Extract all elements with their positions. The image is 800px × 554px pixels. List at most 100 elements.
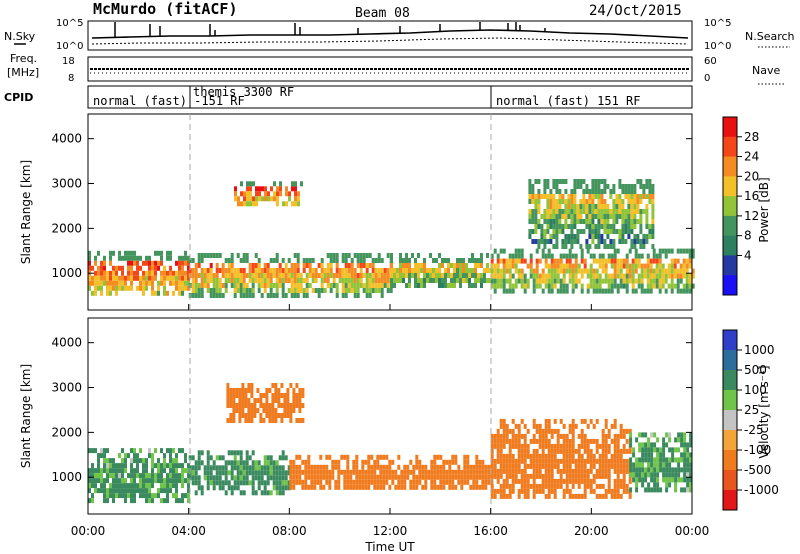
velocity-cell	[406, 474, 410, 480]
velocity-cell	[457, 479, 461, 485]
power-cell	[667, 273, 671, 279]
power-colorbar-swatch	[723, 136, 737, 158]
power-cell	[371, 283, 375, 288]
velocity-cell	[322, 484, 326, 490]
power-cell	[94, 255, 97, 261]
velocity-cell	[175, 483, 178, 489]
velocity-cell	[448, 474, 452, 480]
power-cell	[607, 258, 611, 264]
velocity-cell	[221, 455, 225, 461]
velocity-cell	[224, 470, 228, 476]
power-cell	[462, 268, 465, 273]
velocity-cell	[403, 479, 407, 485]
power-cell	[649, 288, 653, 294]
velocity-cell	[239, 465, 243, 471]
power-cell	[296, 263, 300, 268]
velocity-cell	[200, 485, 204, 491]
power-cell	[517, 248, 521, 254]
velocity-cell	[442, 479, 446, 485]
velocity-cell	[266, 455, 270, 461]
power-cell	[534, 214, 538, 219]
velocity-cell	[547, 473, 551, 479]
velocity-cell	[607, 463, 611, 469]
power-cell	[601, 263, 605, 269]
power-cell	[252, 181, 255, 187]
power-cell	[314, 268, 318, 273]
power-cell	[639, 229, 643, 234]
velocity-cell	[647, 472, 651, 478]
velocity-cell	[172, 463, 175, 469]
power-cell	[237, 201, 240, 207]
velocity-cell	[106, 478, 109, 484]
power-cell	[474, 258, 477, 263]
power-cell	[621, 239, 625, 244]
velocity-cell	[313, 474, 317, 480]
velocity-cell	[601, 433, 605, 439]
velocity-cell	[278, 470, 282, 476]
power-cell	[610, 283, 614, 289]
power-cell	[172, 270, 175, 276]
power-cell	[240, 181, 243, 187]
velocity-cell	[280, 393, 284, 398]
power-cell	[646, 253, 650, 259]
power-cell	[541, 248, 545, 254]
power-cell	[652, 273, 656, 279]
velocity-cell	[145, 488, 148, 494]
velocity-cell	[139, 473, 142, 479]
velocity-cell	[529, 473, 533, 479]
power-cell	[559, 263, 563, 269]
velocity-cell	[175, 463, 178, 469]
velocity-cell	[235, 388, 239, 393]
velocity-cell	[209, 465, 213, 471]
power-cell	[600, 204, 604, 209]
power-cell	[299, 273, 303, 278]
power-cell	[508, 283, 512, 289]
velocity-cell	[550, 483, 554, 489]
velocity-cell	[496, 428, 500, 434]
power-y-tick-label: 4000	[51, 132, 82, 146]
power-cell	[538, 273, 542, 279]
velocity-cell	[541, 463, 545, 469]
power-cell	[568, 263, 572, 269]
power-cell	[151, 270, 154, 276]
velocity-cell	[650, 442, 654, 448]
velocity-cell	[613, 458, 617, 464]
velocity-cell	[496, 488, 500, 494]
power-cell	[598, 273, 602, 279]
velocity-cell	[586, 423, 590, 429]
velocity-cell	[157, 488, 160, 494]
power-cell	[206, 288, 210, 293]
cpid-segment-2: themis 3300 RF	[193, 85, 294, 99]
velocity-cell	[169, 483, 172, 489]
velocity-cell	[142, 463, 145, 469]
velocity-cell	[601, 468, 605, 474]
velocity-cell	[259, 403, 263, 408]
power-cell	[691, 273, 695, 279]
power-cell	[595, 288, 599, 294]
power-cell	[600, 194, 604, 199]
power-cell	[621, 234, 625, 239]
velocity-cell	[653, 487, 657, 493]
velocity-cell	[100, 478, 103, 484]
power-cell	[553, 258, 557, 264]
power-cell	[639, 239, 643, 244]
power-cell	[646, 278, 650, 284]
power-cell	[645, 219, 649, 224]
velocity-cell	[538, 468, 542, 474]
power-cell	[175, 285, 178, 291]
velocity-cell	[259, 393, 263, 398]
velocity-cell	[550, 468, 554, 474]
velocity-cell	[235, 403, 239, 408]
power-cell	[88, 250, 91, 256]
power-cell	[577, 278, 581, 284]
power-cell	[648, 229, 652, 234]
velocity-cell	[281, 485, 285, 491]
velocity-cell	[583, 418, 587, 424]
power-cell	[258, 191, 261, 197]
power-cell	[393, 268, 396, 273]
velocity-cell	[409, 484, 413, 490]
velocity-cell	[616, 478, 620, 484]
velocity-cell	[607, 448, 611, 454]
power-cell	[294, 181, 297, 187]
power-cell	[227, 273, 231, 278]
